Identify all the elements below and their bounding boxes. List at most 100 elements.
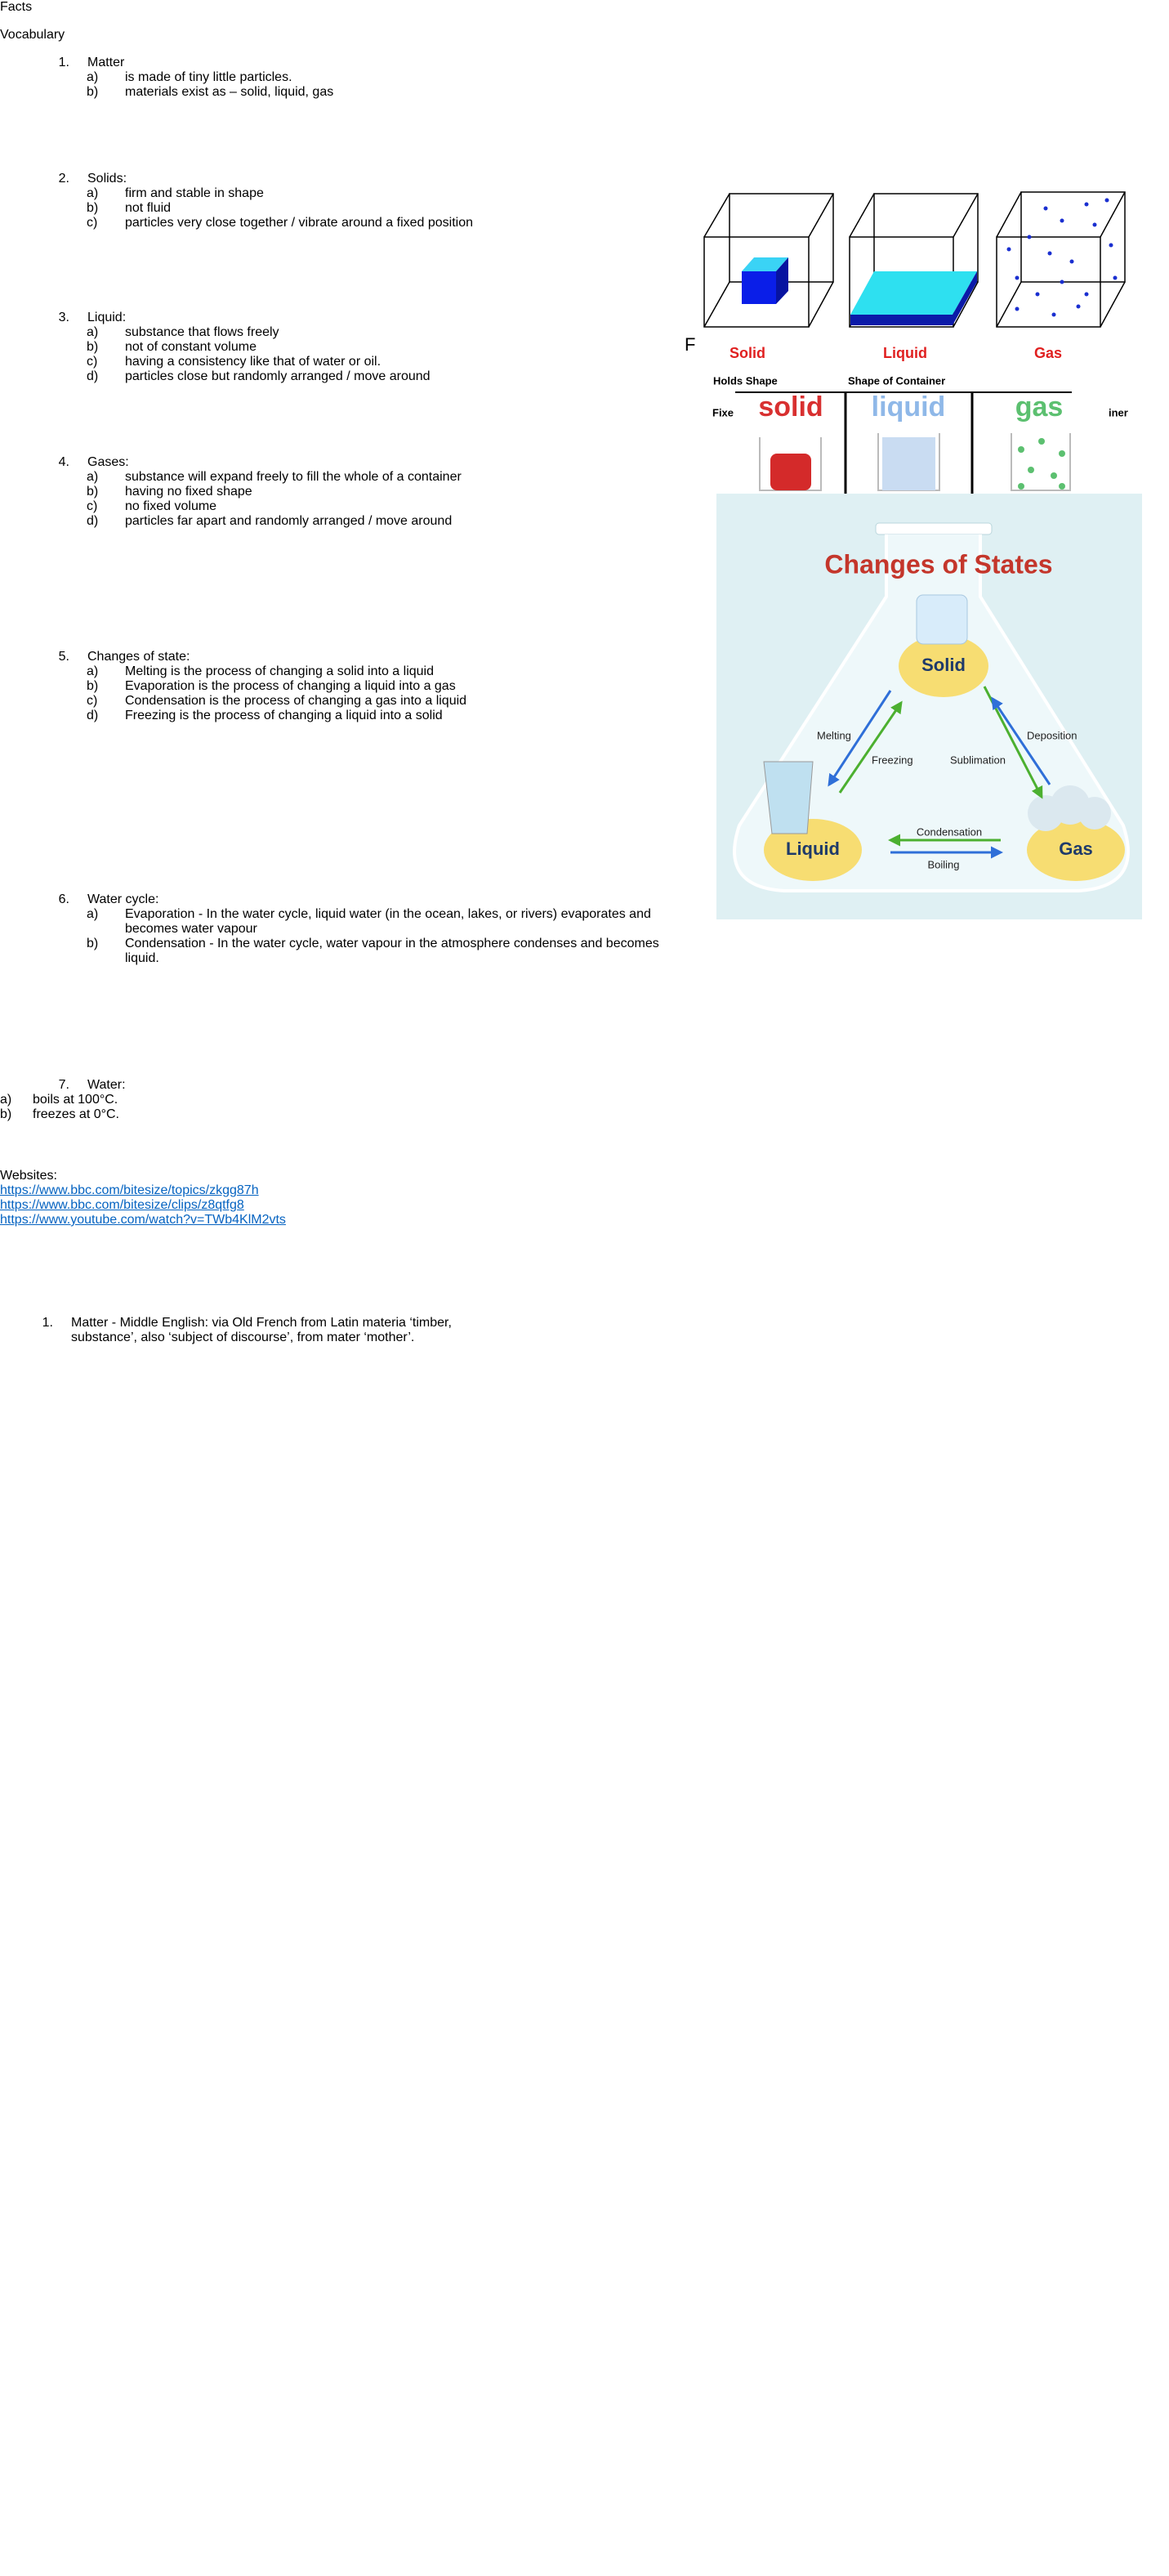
fact-number: 3.	[58, 311, 69, 324]
item-text: having no fixed shape	[125, 485, 252, 499]
arrow-label: Condensation	[917, 825, 982, 838]
fact-number: 6.	[58, 892, 69, 906]
fact-item: b) having no fixed shape	[87, 485, 664, 499]
vocabulary-text: Matter - Middle English: via Old French …	[71, 1316, 452, 1344]
property: Shape of Container	[848, 374, 945, 387]
item-text: substance will expand freely to fill the…	[125, 470, 462, 484]
item-text: is made of tiny little particles.	[125, 70, 292, 84]
fact-heading: 6. Water cycle:	[0, 892, 664, 907]
fact-cell: 3. Liquid: a) substance that flows freely b)…	[0, 311, 664, 455]
fact-cell: 5. Changes of state: a) Melting is the proc…	[0, 650, 664, 892]
item-letter: b)	[87, 937, 99, 950]
fact-heading: 5. Changes of state:	[0, 650, 664, 664]
item-text: Condensation is the process of changing …	[125, 694, 467, 708]
vocabulary-entry: 1. Matter - Middle English: via Old Frenc…	[0, 1316, 480, 1345]
fact-title: Changes of state:	[87, 650, 190, 664]
fact-number: 1.	[58, 56, 69, 69]
item-text: Freezing is the process of changing a li…	[125, 709, 443, 722]
header-vocabulary: Vocabulary	[0, 28, 480, 56]
fact-item: a) Evaporation - In the water cycle, liqu…	[87, 907, 664, 937]
item-letter: a)	[87, 664, 99, 678]
fact-item: b) not fluid	[87, 201, 664, 216]
fact-item: a) Melting is the process of changing a s…	[87, 664, 664, 679]
fact-heading: 3. Liquid:	[0, 311, 664, 325]
fact-item: a) boils at 100°C.	[0, 1093, 664, 1107]
image-cell	[0, 1432, 480, 2576]
fact-item: c) particles very close together / vibrat…	[87, 216, 664, 230]
node-label: Liquid	[786, 839, 840, 859]
item-text: Evaporation - In the water cycle, liquid…	[125, 907, 651, 936]
fact-number: 2.	[58, 172, 69, 186]
website-link[interactable]: https://www.bbc.com/bitesize/clips/z8qtf…	[0, 1198, 244, 1212]
item-text: Condensation - In the water cycle, water…	[125, 937, 659, 965]
item-letter: c)	[87, 694, 98, 708]
fact-title: Liquid:	[87, 311, 127, 324]
item-letter: b)	[87, 85, 99, 99]
item-letter: a)	[87, 470, 99, 484]
header-facts: Facts	[0, 0, 664, 28]
item-text: Melting is the process of changing a sol…	[125, 664, 434, 678]
website-link[interactable]: https://www.bbc.com/bitesize/topics/zkgg…	[0, 1183, 259, 1197]
header-cell: Vocabulary	[0, 28, 65, 42]
item-letter: c)	[87, 216, 98, 230]
vocabulary-number: 1.	[42, 1316, 53, 1330]
diagram-title: Changes of States	[824, 549, 1052, 579]
illustrations: F Solid Liquid Gas Holds Shape Shape of …	[685, 191, 1142, 919]
fact-cell: 7. Water: a) boils at 100°C. b) freezes at 0°…	[0, 1078, 664, 1169]
item-letter: a)	[87, 186, 99, 200]
fact-item: b) not of constant volume	[87, 340, 664, 355]
node-label: Gas	[1059, 839, 1093, 859]
item-letter: b)	[0, 1107, 12, 1121]
fact-item: a) substance will expand freely to fill t…	[87, 470, 664, 485]
fact-title: Matter	[87, 56, 125, 69]
item-letter: a)	[87, 907, 99, 921]
fact-item: d) particles close but randomly arranged …	[87, 369, 664, 384]
fact-item: b) materials exist as – solid, liquid, ga…	[87, 85, 664, 100]
fact-item: c) Condensation is the process of changin…	[87, 694, 664, 709]
item-letter: d)	[87, 514, 99, 528]
item-letter: d)	[87, 369, 99, 383]
fact-number: 5.	[58, 650, 69, 664]
item-letter: b)	[87, 485, 99, 499]
header-cell: Facts	[0, 0, 33, 14]
item-letter: c)	[87, 355, 98, 369]
websites-title: Websites:	[0, 1169, 57, 1183]
fact-cell: 6. Water cycle: a) Evaporation - In the wat…	[0, 892, 664, 1078]
item-text: freezes at 0°C.	[33, 1107, 119, 1121]
stray-text: F	[685, 334, 695, 355]
item-text: materials exist as – solid, liquid, gas	[125, 85, 334, 99]
node-label: Solid	[921, 655, 966, 675]
fact-title: Water:	[87, 1078, 126, 1092]
state-label: Solid	[730, 345, 765, 361]
arrow-label: Melting	[817, 729, 851, 741]
item-text: Evaporation is the process of changing a…	[125, 679, 456, 693]
fact-item: b) Evaporation is the process of changing…	[87, 679, 664, 694]
websites-cell: Websites: https://www.bbc.com/bitesize/to…	[0, 1169, 664, 1316]
fact-title: Water cycle:	[87, 892, 159, 906]
arrow-label: Boiling	[927, 858, 959, 870]
item-letter: c)	[87, 499, 98, 513]
fact-item: a) substance that flows freely	[87, 325, 664, 340]
beaker-label: liquid	[872, 391, 946, 423]
property: Holds Shape	[713, 374, 778, 387]
item-letter: a)	[87, 325, 99, 339]
item-text: particles far apart and randomly arrange…	[125, 514, 453, 528]
item-text: no fixed volume	[125, 499, 217, 513]
fact-item: d) Freezing is the process of changing a …	[87, 709, 664, 723]
item-text: not of constant volume	[125, 340, 257, 354]
item-text: not fluid	[125, 201, 172, 215]
item-letter: b)	[87, 679, 99, 693]
cut-text: iner	[1109, 406, 1128, 418]
fact-heading: 4. Gases:	[0, 455, 664, 470]
beaker-label: gas	[1015, 391, 1064, 423]
fact-heading: 1. Matter	[0, 56, 664, 70]
item-text: boils at 100°C.	[33, 1093, 118, 1107]
website-link[interactable]: https://www.youtube.com/watch?v=TWb4KlM2…	[0, 1213, 286, 1227]
item-text: having a consistency like that of water …	[125, 355, 381, 369]
item-letter: a)	[0, 1093, 12, 1107]
fact-item: d) particles far apart and randomly arran…	[87, 514, 664, 529]
fact-cell: 2. Solids: a) firm and stable in shape b) not…	[0, 172, 664, 311]
fact-item: a) is made of tiny little particles.	[87, 70, 664, 85]
arrow-label: Freezing	[872, 754, 913, 766]
item-text: substance that flows freely	[125, 325, 279, 339]
